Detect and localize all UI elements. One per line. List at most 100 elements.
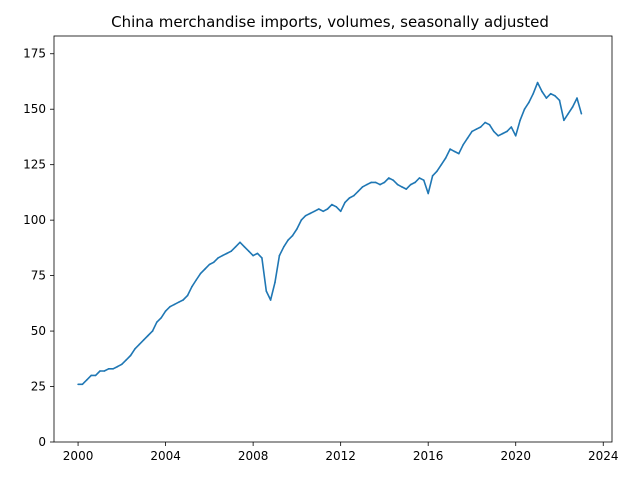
data-point (348, 197, 351, 199)
y-tick-label: 125 (23, 158, 46, 172)
data-point (138, 343, 141, 346)
data-point (344, 201, 346, 204)
data-point (107, 368, 110, 370)
axes: 2000 2004 2008 2012 2016 2020 2024 0 25 50 75 100 12… (23, 35, 619, 463)
data-point (208, 263, 211, 266)
data-point (278, 254, 281, 257)
y-tick-label: 75 (31, 269, 46, 283)
x-tick-label: 2016 (413, 449, 444, 463)
data-point (94, 374, 97, 377)
data-point (501, 132, 504, 135)
data-point (462, 143, 465, 146)
data-point (466, 137, 469, 139)
data-point (129, 354, 132, 357)
data-point (221, 254, 224, 257)
data-point (576, 97, 578, 99)
data-point (199, 272, 202, 275)
data-point (156, 321, 158, 324)
data-point (226, 252, 228, 255)
data-point (125, 359, 127, 361)
data-point (436, 170, 438, 173)
data-point (160, 317, 162, 319)
data-point (571, 106, 574, 108)
data-point (103, 370, 106, 372)
data-point (177, 301, 180, 304)
y-tick-label: 50 (31, 324, 46, 338)
data-point (322, 210, 325, 213)
data-point (261, 257, 263, 259)
x-tick-label: 2020 (500, 449, 531, 463)
data-point (77, 383, 79, 386)
data-point (567, 112, 569, 115)
data-point (370, 181, 373, 184)
data-point (484, 121, 486, 124)
data-point (532, 92, 534, 95)
data-point (86, 379, 88, 381)
data-point (519, 119, 521, 122)
data-point (405, 188, 408, 190)
data-point (99, 370, 101, 372)
data-point (558, 99, 561, 102)
data-point (239, 241, 241, 244)
data-point (116, 365, 119, 368)
data-point (453, 150, 456, 153)
data-point (204, 268, 206, 270)
chart-title: China merchandise imports, volumes, seas… (111, 13, 549, 31)
y-tick-label: 25 (31, 380, 46, 394)
y-tick-label: 150 (23, 102, 46, 116)
data-point (497, 135, 500, 137)
data-point (361, 186, 364, 188)
data-point (326, 208, 329, 210)
x-tick-label: 2000 (63, 449, 94, 463)
data-point (401, 186, 403, 188)
data-point (265, 290, 268, 292)
data-point (81, 383, 84, 386)
data-point (269, 299, 272, 301)
data-point (217, 257, 219, 259)
data-point (554, 95, 556, 97)
data-point (318, 208, 320, 210)
data-point (256, 252, 259, 255)
data-point (536, 81, 539, 84)
data-point (479, 126, 482, 128)
data-point (248, 250, 250, 252)
data-point (147, 334, 149, 337)
data-point (440, 163, 443, 166)
data-point (230, 250, 232, 252)
data-point (212, 261, 215, 264)
data-point (331, 203, 333, 206)
data-point (396, 183, 399, 186)
data-point (134, 348, 136, 350)
data-point (418, 177, 421, 179)
data-point (234, 246, 237, 248)
y-tick-label: 0 (38, 435, 46, 449)
data-point (142, 339, 145, 341)
data-point (506, 130, 508, 133)
data-point (374, 181, 377, 184)
data-point (458, 152, 460, 155)
data-point (414, 181, 416, 184)
data-point (383, 181, 386, 184)
data-point (121, 363, 123, 366)
data-point (300, 219, 303, 221)
data-point (366, 183, 368, 186)
data-point (191, 285, 193, 288)
data-point (339, 210, 342, 213)
data-point (169, 305, 171, 308)
data-point (493, 130, 495, 133)
plot-area (77, 81, 583, 386)
data-point (309, 212, 311, 215)
data-point (580, 112, 583, 115)
data-point (304, 214, 307, 217)
data-point (514, 135, 517, 137)
data-point (182, 299, 184, 301)
data-point (431, 175, 434, 177)
data-point (423, 179, 425, 181)
data-point (392, 179, 395, 181)
data-point (357, 190, 360, 193)
data-point (313, 210, 316, 213)
data-point (541, 90, 543, 93)
data-point (173, 303, 176, 306)
